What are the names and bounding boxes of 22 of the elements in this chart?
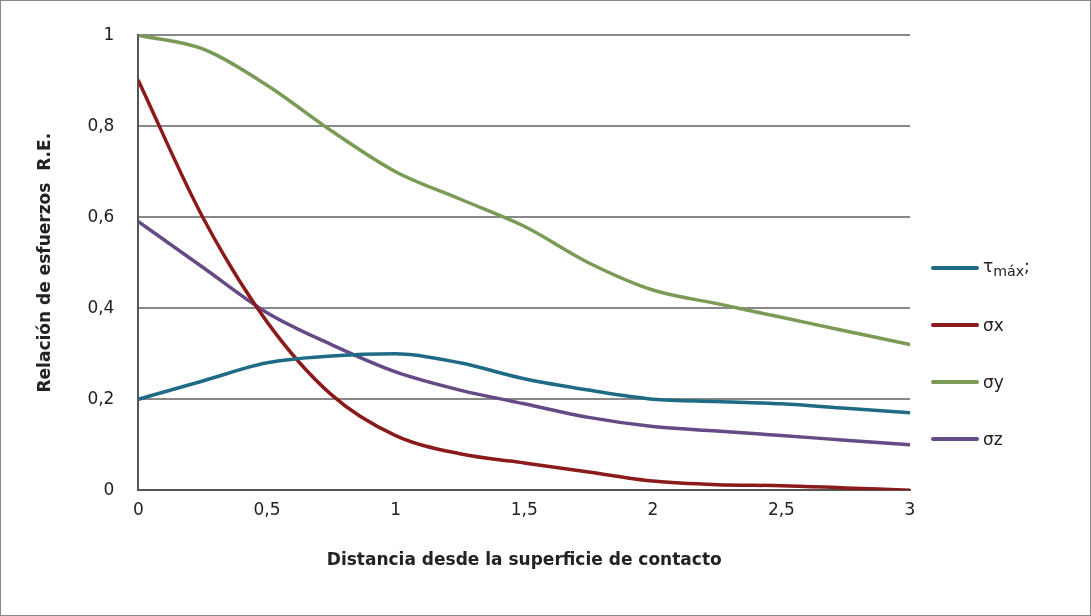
x-tick-label: 2,5 — [767, 498, 795, 519]
y-axis-title: Relación de esfuerzos R.E. — [33, 132, 54, 393]
y-tick-label: 0,6 — [87, 205, 115, 226]
x-tick-label: 1,5 — [510, 498, 538, 519]
line-series — [138, 35, 910, 347]
legend-label: σy — [983, 371, 1004, 392]
y-tick-label: 0,4 — [87, 296, 115, 317]
y-tick-label: 0,8 — [87, 114, 115, 135]
x-tick-label: 1 — [390, 498, 402, 519]
y-tick-label: 1 — [103, 23, 115, 44]
line-series — [138, 351, 910, 415]
x-tick-label: 0,5 — [253, 498, 281, 519]
x-tick-label: 0 — [133, 498, 144, 519]
y-tick-label: 0,2 — [87, 387, 115, 408]
legend-label: σx — [983, 314, 1004, 335]
y-tick-label: 0 — [103, 478, 115, 499]
x-axis-title: Distancia desde la superficie de contacto — [326, 549, 722, 570]
line-series — [138, 220, 910, 447]
x-tick-label: 3 — [904, 498, 916, 519]
x-tick-label: 2 — [647, 498, 659, 519]
legend-label: τ$_{máx}$; — [983, 255, 1030, 280]
legend-label: σz — [983, 428, 1003, 449]
